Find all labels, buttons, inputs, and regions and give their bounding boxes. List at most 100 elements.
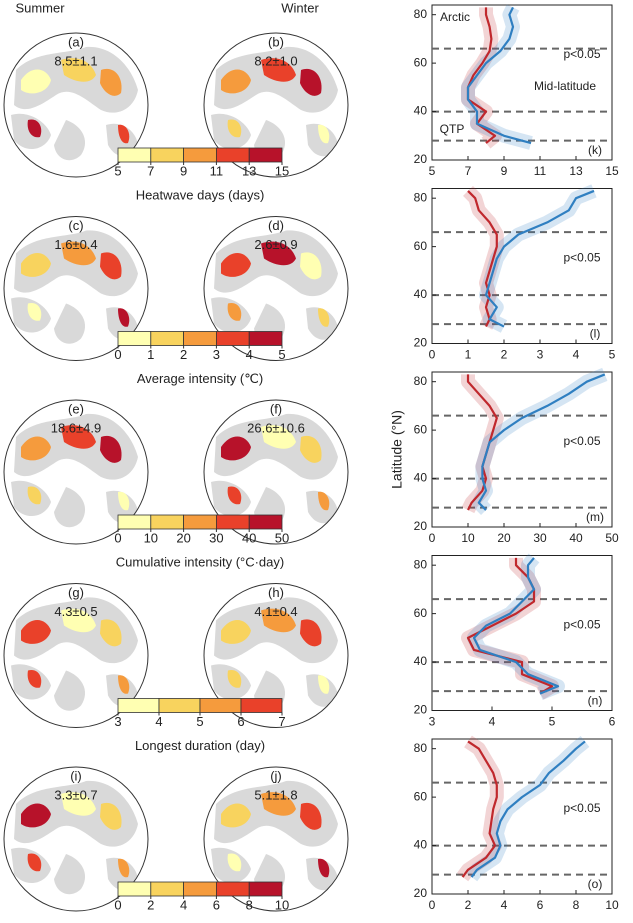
colorbar-segment (117, 147, 152, 163)
heat-patch (221, 252, 251, 277)
panel: 0 2 4 6 8 10 20 40 60 80 (o) p<0.05 (414, 735, 619, 912)
heat-patch (227, 853, 242, 872)
colorbar-tick-label: 6 (213, 897, 220, 912)
heat-patch (27, 853, 42, 872)
heat-patch (221, 619, 251, 644)
colorbar-segment (117, 331, 152, 346)
plot-frame (431, 371, 613, 528)
heat-patch (61, 425, 96, 449)
panel-label: (e) (68, 401, 84, 416)
colorbar-tick-label: 3 (213, 347, 220, 362)
y-tick-label: 80 (414, 7, 428, 21)
heat-patch (221, 69, 251, 94)
colorbar-segment (117, 881, 152, 897)
colorbar-label: Cumulative intensity (°C·day) (116, 554, 284, 569)
land (54, 120, 86, 161)
colorbar-segment (183, 881, 217, 897)
x-tick-label: 10 (461, 531, 475, 545)
map-outline (3, 399, 149, 545)
colorbar-segment (248, 514, 283, 530)
colorbar-label: Average intensity (℃) (137, 371, 263, 386)
colorbar-tick-label: 11 (210, 163, 224, 178)
colorbar-segment (248, 331, 283, 346)
polar-map (3, 766, 149, 912)
map-outline (3, 32, 149, 178)
heat-patch (21, 69, 51, 94)
colorbar-tick-label: 4 (180, 897, 187, 912)
map-content (211, 597, 338, 711)
y-tick-label: 80 (414, 374, 428, 388)
colorbar-tick-label: 7 (278, 714, 285, 729)
panel-label: (l) (590, 327, 601, 341)
heat-patch (21, 252, 51, 277)
map-outline (3, 766, 149, 912)
land (54, 487, 86, 528)
heat-patch (118, 491, 130, 511)
colorbar-tick-label: 4 (155, 714, 162, 729)
y-tick-label: 60 (414, 789, 428, 803)
colorbar-label: Peak intensity (°C) (146, 921, 254, 923)
series-line (477, 373, 606, 511)
annotation: p<0.05 (563, 618, 600, 632)
panel-label: (c) (68, 218, 83, 233)
colorbar-segment (150, 514, 185, 530)
x-tick-label: 6 (609, 715, 616, 729)
y-tick-label: 20 (414, 886, 428, 900)
heat-patch (300, 802, 322, 830)
panel-label: (f) (270, 401, 282, 416)
map-outline (3, 583, 149, 728)
heat-patch (300, 252, 322, 280)
x-tick-label: 5 (609, 348, 616, 362)
x-tick-label: 4 (489, 715, 496, 729)
heat-patch (118, 124, 130, 144)
heat-patch (318, 124, 330, 144)
x-tick-label: 5 (549, 715, 556, 729)
heat-patch (261, 425, 296, 449)
x-tick-label: 9 (501, 164, 508, 178)
colorbar-tick-label: 1 (147, 347, 154, 362)
land (54, 670, 86, 711)
land (54, 303, 86, 344)
x-tick-label: 7 (465, 164, 472, 178)
plot-frame (431, 738, 613, 895)
polar-map (203, 583, 349, 728)
colorbar-tick-label: 10 (275, 897, 289, 912)
heat-patch (261, 241, 296, 266)
x-tick-label: 4 (573, 348, 580, 362)
colorbar-tick-label: 0 (114, 530, 121, 545)
annotation: Arctic (440, 10, 470, 24)
annotation: p<0.05 (563, 47, 600, 61)
x-tick-label: 0 (429, 531, 436, 545)
map-content (11, 230, 138, 344)
x-tick-label: 2 (465, 898, 472, 912)
heat-patch (27, 669, 42, 688)
annotation: Mid-latitude (534, 79, 596, 93)
y-tick-label: 40 (414, 838, 428, 852)
heat-patch (21, 619, 51, 644)
y-tick-label: 80 (414, 557, 428, 571)
plot-frame (431, 188, 613, 344)
panel-value: 4.1±0.4 (254, 604, 297, 619)
colorbar-tick-label: 4 (246, 347, 253, 362)
panel-label: (m) (586, 510, 604, 524)
x-tick-label: 0 (429, 348, 436, 362)
map-outline (203, 216, 349, 361)
panel-value: 2.6±0.9 (254, 237, 297, 252)
colorbar-tick-label: 30 (209, 530, 223, 545)
colorbar-tick-label: 9 (180, 163, 187, 178)
panel-label: (j) (270, 768, 282, 783)
x-tick-label: 13 (569, 164, 583, 178)
x-tick-label: 15 (605, 164, 619, 178)
heat-patch (61, 241, 96, 266)
heat-patch (21, 436, 51, 461)
panel-value: 8.5±1.1 (54, 53, 97, 68)
panel-label: (a) (68, 34, 84, 49)
y-tick-label: 20 (414, 703, 428, 717)
x-tick-label: 2 (501, 348, 508, 362)
x-tick-label: 6 (537, 898, 544, 912)
heat-patch (27, 486, 42, 505)
colorbar-tick-label: 5 (196, 714, 203, 729)
panel-value: 3.3±0.7 (54, 787, 97, 802)
colorbar-segment (117, 514, 152, 530)
